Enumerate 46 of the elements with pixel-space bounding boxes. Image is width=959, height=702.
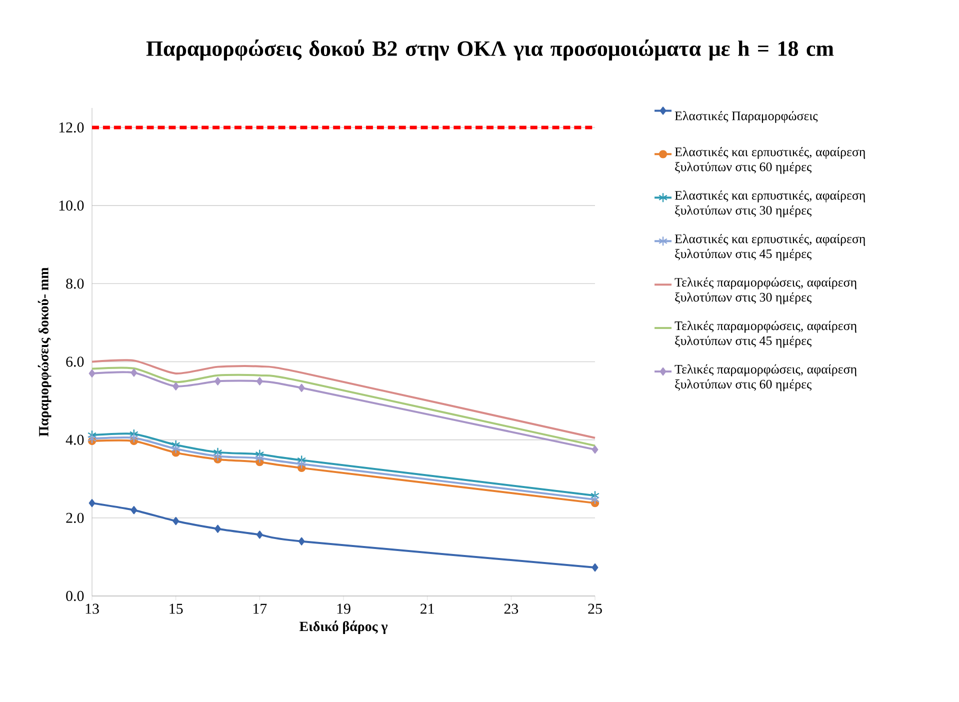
y-axis-title: Παραμορφώσεις δοκού- mm (38, 267, 52, 436)
point (297, 458, 306, 470)
x-tick-label: 25 (588, 604, 602, 614)
y-tick-label: 2.0 (66, 512, 84, 523)
point (88, 369, 96, 378)
y-tick-label: 6.0 (66, 356, 84, 367)
y-tick-label: 10.0 (59, 200, 84, 211)
legend-label: Ελαστικές και ερπυστικές, αφαίρεση ξυλοτύπων στις 60 ημέρες (674, 147, 866, 174)
x-tick-label: 17 (254, 604, 267, 614)
point (213, 451, 222, 462)
chart-title: Παραμορφώσεις δοκού Β2 στην ΟΚΛ για προσομοιώματα με h = 18 cm (146, 40, 834, 60)
point (129, 432, 138, 443)
point (88, 498, 96, 508)
y-tick-label: 8.0 (66, 278, 84, 289)
legend-label: Τελικές παραμορφώσεις, αφαίρεση ξυλοτύπων στις 60 ημέρες (674, 364, 856, 392)
legend-label: Τελικές παραμορφώσεις, αφαίρεση ξυλοτύπων στις 45 ημέρες (674, 320, 856, 348)
point (298, 384, 305, 392)
x-tick-label: 15 (170, 604, 183, 614)
point (255, 453, 264, 464)
point (256, 530, 263, 539)
point (130, 506, 138, 514)
legend-label: Τελικές παραμορφώσεις, αφαίρεση ξυλοτύπων στις 30 ημέρες (674, 277, 856, 304)
y-tick-label: 4.0 (66, 434, 84, 445)
point (172, 516, 180, 526)
line-series (91, 359, 596, 439)
point (130, 368, 138, 377)
point (88, 434, 96, 444)
point (592, 563, 598, 572)
point (214, 524, 221, 533)
legend-label: Ελαστικές Παραμορφώσεις (674, 111, 818, 123)
legend-label: Ελαστικές και ερπυστικές, αφαίρεση ξυλοτύπων στις 45 ημέρες (674, 234, 866, 261)
x-tick-label: 13 (86, 604, 99, 614)
x-tick-label: 21 (420, 604, 434, 614)
y-tick-label: 0.0 (66, 590, 84, 602)
y-tick-label: 12.0 (59, 122, 84, 133)
legend-label: Ελαστικές και ερπυστικές, αφαίρεση ξυλοτύπων στις 30 ημέρες (674, 190, 866, 218)
x-tick-label: 23 (504, 604, 518, 614)
point (256, 377, 263, 386)
x-axis-title: Ειδικό βάρος γ (300, 620, 388, 634)
point (592, 446, 598, 454)
point (590, 494, 600, 505)
point (214, 377, 221, 386)
point (298, 537, 305, 546)
point (171, 444, 180, 454)
x-tick-label: 19 (337, 604, 350, 614)
point (172, 382, 180, 390)
